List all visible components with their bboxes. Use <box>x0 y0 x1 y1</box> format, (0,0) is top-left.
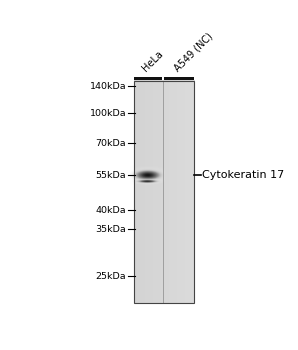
Text: 140kDa: 140kDa <box>89 82 126 91</box>
Text: HeLa: HeLa <box>140 48 164 73</box>
Text: 100kDa: 100kDa <box>89 109 126 118</box>
Text: 25kDa: 25kDa <box>96 272 126 281</box>
Text: 55kDa: 55kDa <box>96 171 126 180</box>
Text: Cytokeratin 17: Cytokeratin 17 <box>202 170 285 180</box>
Text: 40kDa: 40kDa <box>96 206 126 215</box>
Text: A549 (NC): A549 (NC) <box>172 30 215 73</box>
Text: 35kDa: 35kDa <box>95 225 126 234</box>
Bar <box>164 77 194 80</box>
Bar <box>134 81 194 303</box>
Text: 70kDa: 70kDa <box>96 139 126 148</box>
Bar <box>134 77 162 80</box>
